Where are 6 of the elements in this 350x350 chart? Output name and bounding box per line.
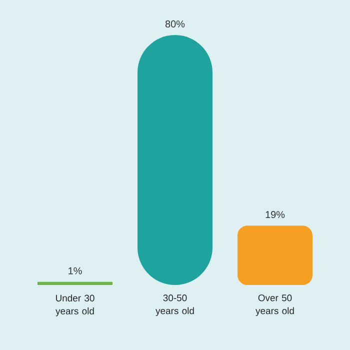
data-label: 80%: [165, 20, 185, 28]
data-label: 1%: [68, 267, 82, 274]
x-tick-label: Under 30 years old: [56, 294, 94, 316]
data-label: 19%: [266, 211, 285, 218]
x-tick-label: Over 50 years old: [256, 294, 294, 316]
x-tick-label: 30-50 years old: [156, 294, 194, 316]
